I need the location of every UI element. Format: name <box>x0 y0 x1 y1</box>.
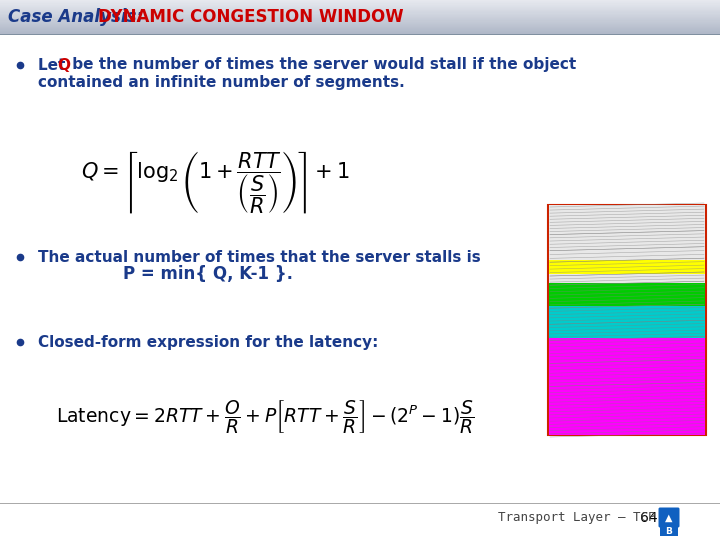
Bar <box>549 274 705 283</box>
Bar <box>0 18 720 19</box>
Bar <box>0 6 720 8</box>
Bar <box>0 33 720 35</box>
Bar <box>549 233 705 249</box>
Text: DYNAMIC CONGESTION WINDOW: DYNAMIC CONGESTION WINDOW <box>98 8 404 26</box>
Bar <box>0 24 720 26</box>
Bar <box>0 30 720 32</box>
Bar <box>0 31 720 33</box>
Bar <box>549 384 705 435</box>
Bar <box>0 17 720 18</box>
Bar <box>549 260 705 274</box>
Bar <box>549 249 705 260</box>
Text: $Q = \left\lceil \log_2\left(1+\dfrac{RTT}{\left(\dfrac{S}{R}\right)}\right) \ri: $Q = \left\lceil \log_2\left(1+\dfrac{RT… <box>81 148 349 215</box>
Bar <box>0 26 720 28</box>
Text: Q: Q <box>57 57 70 72</box>
Bar <box>0 20 720 22</box>
Text: $\mathrm{Latency} = 2RTT + \dfrac{O}{R} + P\left[RTT + \dfrac{S}{R}\right] - (2^: $\mathrm{Latency} = 2RTT + \dfrac{O}{R} … <box>55 398 474 436</box>
Bar <box>0 19 720 21</box>
Bar <box>0 5 720 7</box>
Bar <box>0 21 720 23</box>
Text: Case Analysis:: Case Analysis: <box>8 8 149 26</box>
Text: P = min{ Q, K-1 }.: P = min{ Q, K-1 }. <box>123 265 293 283</box>
Text: Transport Layer – TCP: Transport Layer – TCP <box>498 511 655 524</box>
Bar <box>0 13 720 15</box>
Text: be the number of times the server would stall if the object: be the number of times the server would … <box>67 57 576 72</box>
Bar <box>0 503 720 504</box>
Bar <box>0 25 720 27</box>
Bar <box>549 306 705 322</box>
Text: Closed-form expression for the latency:: Closed-form expression for the latency: <box>38 334 379 349</box>
Text: 64: 64 <box>640 511 658 525</box>
Bar <box>0 11 720 12</box>
Bar <box>0 23 720 25</box>
Bar <box>660 526 678 536</box>
Bar <box>0 3 720 4</box>
FancyBboxPatch shape <box>659 508 680 528</box>
Bar <box>0 4 720 5</box>
Bar <box>549 322 705 339</box>
Bar <box>0 10 720 11</box>
Bar <box>0 14 720 16</box>
Bar <box>0 2 720 3</box>
Text: B: B <box>665 526 672 536</box>
Text: contained an infinite number of segments.: contained an infinite number of segments… <box>38 75 405 90</box>
Bar <box>0 28 720 30</box>
Bar <box>0 22 720 24</box>
Bar <box>549 205 705 233</box>
Bar <box>0 1 720 2</box>
Bar <box>549 361 705 384</box>
Bar <box>0 29 720 31</box>
Bar <box>0 0 720 1</box>
Bar <box>0 32 720 34</box>
Bar <box>0 9 720 10</box>
Bar <box>0 15 720 17</box>
Bar <box>0 12 720 14</box>
Bar <box>549 339 705 361</box>
Text: The actual number of times that the server stalls is: The actual number of times that the serv… <box>38 249 481 265</box>
Bar <box>0 8 720 9</box>
Text: Let: Let <box>38 57 71 72</box>
Text: ▲: ▲ <box>665 512 672 523</box>
Bar <box>549 283 705 306</box>
Bar <box>548 205 706 435</box>
